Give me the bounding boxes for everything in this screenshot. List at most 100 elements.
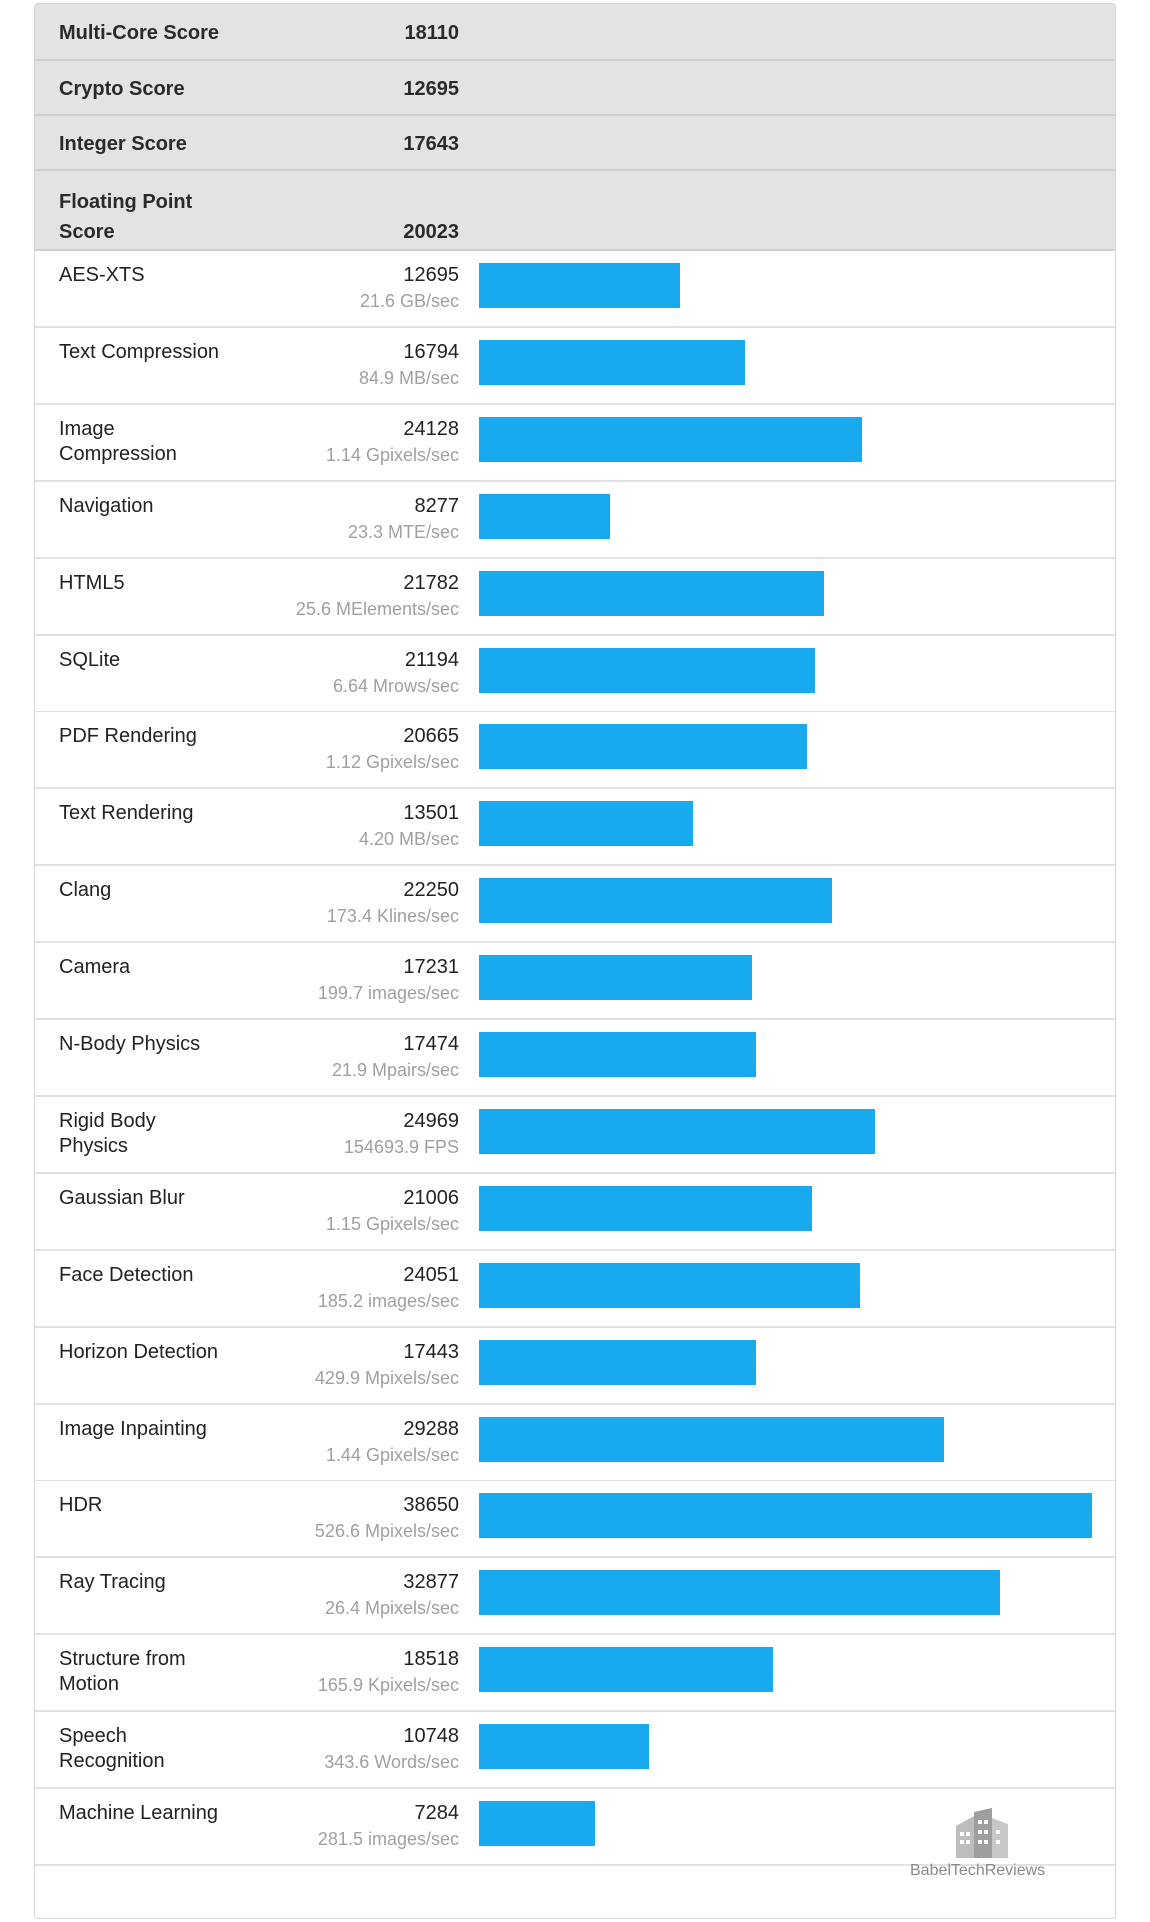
benchmark-rate: 1.44 Gpixels/sec	[325, 1445, 459, 1465]
benchmark-row: PDF Rendering 20665 1.12 Gpixels/sec	[35, 712, 1115, 789]
score-row: Integer Score 17643	[35, 116, 1115, 171]
benchmark-row: AES-XTS 12695 21.6 GB/sec	[35, 251, 1115, 328]
benchmark-name: Structure from Motion	[59, 1648, 186, 1695]
benchmark-name: Navigation	[59, 495, 154, 517]
benchmark-score-bar	[479, 801, 693, 846]
benchmark-row: Clang 22250 173.4 Klines/sec	[35, 866, 1115, 943]
benchmark-score: 10748	[403, 1725, 459, 1747]
benchmark-score-bar	[479, 1109, 875, 1154]
benchmark-name: Horizon Detection	[59, 1341, 218, 1363]
benchmark-score: 22250	[403, 879, 459, 901]
benchmark-score-bar	[479, 494, 610, 539]
benchmark-row: SQLite 21194 6.64 Mrows/sec	[35, 636, 1115, 713]
benchmark-rate: 84.9 MB/sec	[358, 368, 459, 388]
benchmark-score: 12695	[403, 264, 459, 286]
benchmark-score-bar	[479, 1801, 595, 1846]
benchmark-rate: 6.64 Mrows/sec	[332, 676, 459, 696]
benchmark-rate: 23.3 MTE/sec	[347, 522, 459, 542]
benchmark-score-bar	[479, 724, 807, 769]
benchmark-score-bar	[479, 263, 680, 308]
benchmark-rate: 429.9 Mpixels/sec	[314, 1368, 459, 1388]
benchmark-row: HDR 38650 526.6 Mpixels/sec	[35, 1481, 1115, 1558]
benchmark-rate: 154693.9 FPS	[343, 1137, 459, 1157]
benchmark-rate: 1.12 Gpixels/sec	[325, 752, 459, 772]
benchmark-row: Navigation 8277 23.3 MTE/sec	[35, 482, 1115, 559]
benchmark-name: AES-XTS	[59, 264, 145, 286]
benchmark-name: Face Detection	[59, 1264, 194, 1286]
benchmark-score-bar	[479, 878, 832, 923]
watermark-text: BabelTechReviews	[910, 1862, 1046, 1879]
benchmark-name: Camera	[59, 956, 131, 978]
benchmark-name: Image Inpainting	[59, 1418, 207, 1440]
benchmark-score-bar	[479, 955, 752, 1000]
benchmark-score-bar	[479, 417, 862, 462]
benchmark-name: Clang	[59, 879, 112, 901]
score-value: 12695	[403, 78, 459, 100]
benchmark-rate: 526.6 Mpixels/sec	[314, 1521, 459, 1541]
benchmark-rate: 1.14 Gpixels/sec	[325, 445, 459, 465]
benchmark-score: 21194	[404, 649, 459, 671]
benchmark-score-bar	[479, 1263, 860, 1308]
benchmark-row: Text Rendering 13501 4.20 MB/sec	[35, 789, 1115, 866]
score-value: 17643	[403, 133, 459, 155]
benchmark-row: Face Detection 24051 185.2 images/sec	[35, 1251, 1115, 1328]
benchmark-score: 24128	[403, 418, 459, 440]
benchmark-name: SQLite	[59, 649, 121, 671]
benchmark-rate: 199.7 images/sec	[317, 983, 459, 1003]
benchmark-score: 24969	[403, 1110, 459, 1132]
benchmark-score-bar	[479, 1340, 756, 1385]
benchmark-score-bar	[479, 1032, 756, 1077]
benchmark-score-bar	[479, 1570, 1000, 1615]
benchmark-score: 16794	[403, 341, 459, 363]
benchmark-score: 32877	[403, 1571, 459, 1593]
benchmark-score: 20665	[403, 725, 459, 747]
benchmark-row: Gaussian Blur 21006 1.15 Gpixels/sec	[35, 1174, 1115, 1251]
benchmark-score: 21006	[403, 1187, 459, 1209]
benchmark-score: 17443	[403, 1341, 459, 1363]
benchmark-row: Image Inpainting 29288 1.44 Gpixels/sec	[35, 1405, 1115, 1482]
benchmark-score-bar	[479, 1647, 773, 1692]
benchmark-score: 17231	[403, 956, 459, 978]
benchmark-score: 7284	[414, 1802, 460, 1824]
benchmark-rate: 25.6 MElements/sec	[295, 599, 459, 619]
benchmark-score: 13501	[403, 802, 459, 824]
benchmark-score: 24051	[403, 1264, 459, 1286]
benchmark-row: Machine Learning 7284 281.5 images/sec	[35, 1789, 1115, 1866]
benchmark-row: Speech Recognition 10748 343.6 Words/sec	[35, 1712, 1115, 1789]
score-row: Multi-Core Score 18110	[35, 4, 1115, 61]
benchmark-name: Rigid Body Physics	[59, 1110, 156, 1157]
benchmark-score-bar	[479, 340, 745, 385]
benchmark-score: 17474	[403, 1033, 459, 1055]
benchmark-row: N-Body Physics 17474 21.9 Mpairs/sec	[35, 1020, 1115, 1097]
benchmark-row: Structure from Motion 18518 165.9 Kpixels/…	[35, 1635, 1115, 1712]
benchmark-row: Image Compression 24128 1.14 Gpixels/sec	[35, 405, 1115, 482]
benchmark-row: Horizon Detection 17443 429.9 Mpixels/sec	[35, 1328, 1115, 1405]
benchmark-rate: 343.6 Words/sec	[324, 1752, 459, 1772]
score-label: Floating Point Score	[59, 191, 193, 243]
benchmark-rate: 21.6 GB/sec	[359, 291, 459, 311]
benchmark-rate: 173.4 Klines/sec	[326, 906, 459, 926]
score-value: 18110	[404, 22, 459, 44]
watermark: BabelTechReviews	[870, 1806, 1070, 1886]
benchmark-score-bar	[479, 648, 815, 693]
benchmark-row: Text Compression 16794 84.9 MB/sec	[35, 328, 1115, 405]
score-label: Multi-Core Score	[59, 22, 220, 44]
benchmark-rate: 281.5 images/sec	[317, 1829, 459, 1849]
benchmark-name: N-Body Physics	[59, 1033, 201, 1055]
benchmark-rate: 165.9 Kpixels/sec	[317, 1675, 459, 1695]
benchmark-row: Ray Tracing 32877 26.4 Mpixels/sec	[35, 1558, 1115, 1635]
benchmark-row: Camera 17231 199.7 images/sec	[35, 943, 1115, 1020]
benchmark-name: HTML5	[59, 572, 125, 594]
score-label: Integer Score	[59, 133, 187, 155]
benchmark-name: Image Compression	[59, 418, 177, 465]
building-logo-icon	[956, 1808, 1008, 1858]
benchmark-score: 18518	[403, 1648, 459, 1670]
benchmark-rate: 185.2 images/sec	[317, 1291, 459, 1311]
score-label: Crypto Score	[59, 78, 185, 100]
benchmark-name: Text Compression	[59, 341, 220, 363]
benchmark-results-panel: Multi-Core Score 18110 Crypto Score 12695 In…	[34, 3, 1116, 1919]
benchmark-score-bar	[479, 1417, 944, 1462]
benchmark-rate: 1.15 Gpixels/sec	[325, 1214, 459, 1234]
score-row: Crypto Score 12695	[35, 61, 1115, 116]
benchmark-name: Text Rendering	[59, 802, 194, 824]
